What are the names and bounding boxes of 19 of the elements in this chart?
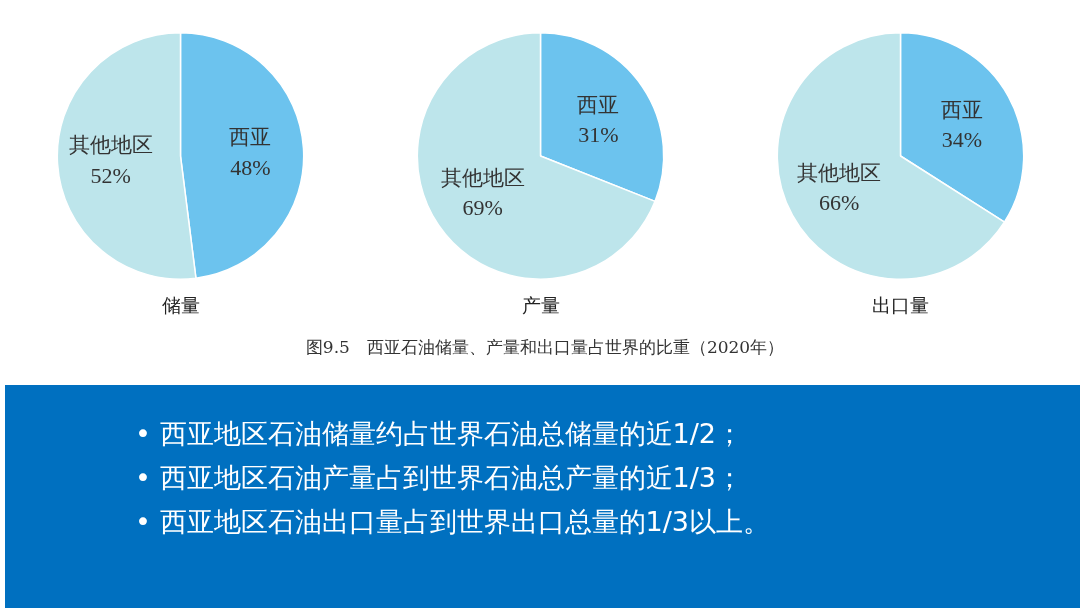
- slice-label: 西亚: [940, 97, 983, 122]
- text: 储量: [161, 293, 200, 316]
- text: • 西亚地区石油产量占到世界石油总产量的近1/3；: [135, 461, 744, 495]
- data-label: 34%: [941, 127, 983, 153]
- data-label: 69%: [462, 195, 503, 221]
- slice-label: 其他地区: [440, 166, 525, 191]
- text: 产量: [521, 293, 560, 316]
- slice-label: 西亚: [229, 125, 272, 150]
- slice-label: 西亚: [577, 92, 620, 117]
- data-label: 52%: [90, 162, 131, 188]
- text: 图9.5 西亚石油储量、产量和出口量占世界的比重（2020年）: [305, 336, 785, 359]
- data-label: 48%: [230, 154, 271, 180]
- slice-label: 其他地区: [797, 160, 882, 185]
- text: • 西亚地区石油储量约占世界石油总储量的近1/2；: [135, 417, 744, 451]
- text: 出口量: [872, 293, 929, 316]
- slice-label: 其他地区: [68, 133, 153, 158]
- data-label: 66%: [819, 190, 860, 216]
- data-label: 31%: [578, 121, 619, 147]
- text: • 西亚地区石油出口量占到世界出口总量的1/3以上。: [135, 505, 770, 539]
